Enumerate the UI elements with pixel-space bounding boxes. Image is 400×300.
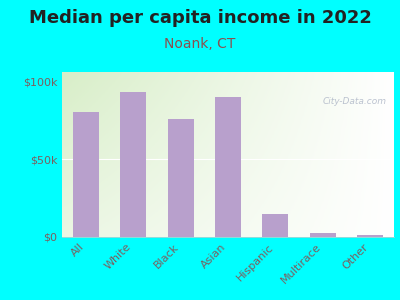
Bar bbox=[310, 233, 336, 237]
Bar bbox=[215, 97, 241, 237]
Bar bbox=[120, 92, 146, 237]
Text: Median per capita income in 2022: Median per capita income in 2022 bbox=[28, 9, 372, 27]
Text: City-Data.com: City-Data.com bbox=[322, 97, 386, 106]
Bar bbox=[73, 112, 99, 237]
Bar bbox=[262, 214, 288, 237]
Bar bbox=[168, 119, 194, 237]
Bar bbox=[357, 236, 383, 237]
Text: Noank, CT: Noank, CT bbox=[164, 38, 236, 52]
